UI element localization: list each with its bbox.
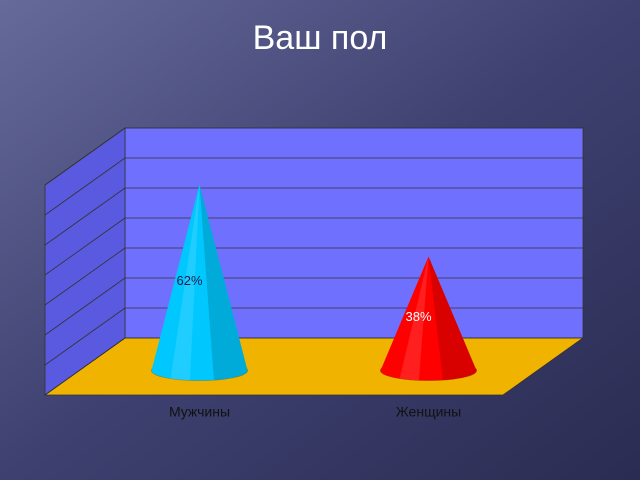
grid-line <box>44 217 126 276</box>
chart-title: Ваш пол <box>253 19 388 57</box>
grid-line <box>44 337 126 396</box>
x-tick-label: Мужчины <box>169 404 230 420</box>
grid-line <box>44 187 126 246</box>
cone-highlight <box>170 184 200 381</box>
cone <box>151 184 248 381</box>
cone <box>380 256 477 381</box>
floor <box>43 337 585 396</box>
grid-line <box>44 127 126 186</box>
cone-highlight <box>399 256 429 381</box>
data-label: 38% <box>405 309 431 324</box>
cone-shade <box>428 256 477 380</box>
cone-body <box>380 256 477 381</box>
data-label: 62% <box>176 273 202 288</box>
cone-shade <box>199 184 248 380</box>
x-tick-label: Женщины <box>396 404 461 420</box>
grid-line <box>44 157 126 216</box>
cone-body <box>151 184 248 381</box>
grid-line <box>44 307 126 366</box>
grid-line <box>44 247 126 306</box>
grid-line <box>44 277 126 336</box>
